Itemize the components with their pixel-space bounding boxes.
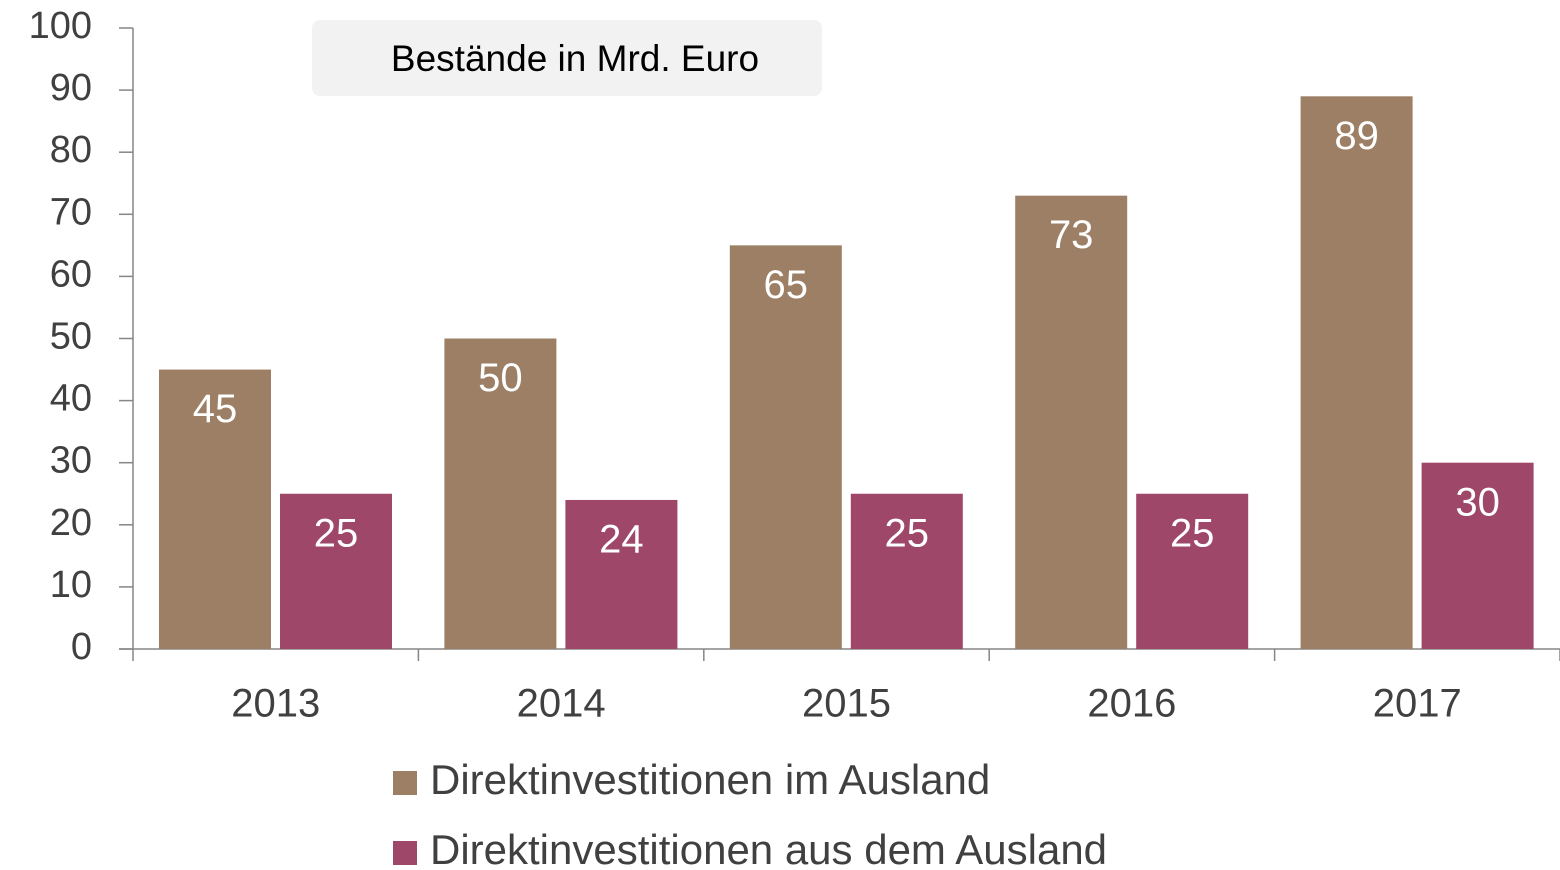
bar [850, 493, 963, 649]
y-tick-label: 0 [71, 626, 92, 668]
data-label: 45 [193, 387, 238, 431]
y-tick-label: 60 [50, 253, 92, 295]
legend-label: Direktinvestitionen aus dem Ausland [430, 826, 1107, 870]
bar [1300, 96, 1413, 649]
bar [280, 493, 392, 649]
bar [159, 369, 271, 649]
bar [1015, 195, 1128, 650]
data-label: 65 [764, 263, 809, 307]
y-tick-label: 10 [50, 564, 92, 606]
bar [444, 338, 557, 649]
y-tick-label: 80 [50, 129, 92, 171]
y-tick-label: 20 [50, 502, 92, 544]
legend-swatch [393, 771, 417, 795]
bar [729, 245, 842, 649]
x-tick-label: 2013 [231, 682, 320, 726]
data-label: 73 [1049, 213, 1094, 257]
y-tick-label: 70 [50, 191, 92, 233]
bar [1136, 493, 1249, 649]
y-tick-label: 90 [50, 67, 92, 109]
data-label: 25 [1170, 511, 1215, 555]
legend-label: Direktinvestitionen im Ausland [430, 756, 990, 803]
x-tick-label: 2017 [1373, 682, 1462, 726]
bar [565, 499, 678, 649]
y-tick-label: 50 [50, 316, 92, 358]
x-tick-label: 2015 [802, 682, 891, 726]
bar [1421, 462, 1534, 649]
data-label: 24 [599, 518, 644, 562]
data-label: 25 [885, 511, 930, 555]
annotation-box [312, 20, 822, 96]
y-tick-label: 40 [50, 378, 92, 420]
y-tick-label: 100 [29, 5, 92, 47]
x-tick-label: 2016 [1087, 682, 1176, 726]
x-tick-label: 2014 [517, 682, 606, 726]
data-label: 50 [478, 356, 523, 400]
data-label: 25 [314, 511, 359, 555]
y-tick-label: 30 [50, 440, 92, 482]
data-label: 30 [1455, 480, 1500, 524]
legend-swatch [393, 841, 417, 865]
data-label: 89 [1334, 114, 1379, 158]
annotation: Bestände in Mrd. Euro [391, 38, 759, 79]
